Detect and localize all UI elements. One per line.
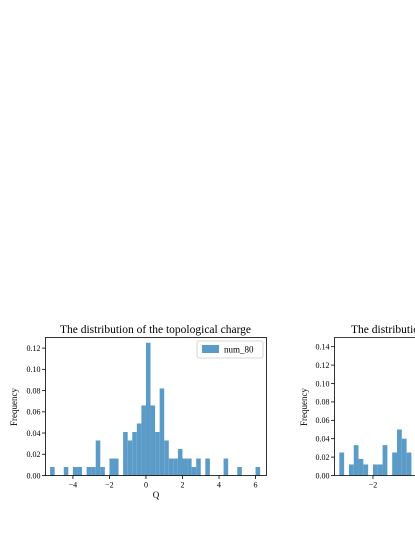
histogram-bar bbox=[50, 467, 55, 476]
chart2-x-ticks: −2 bbox=[369, 475, 378, 490]
chart1-bars bbox=[50, 342, 261, 476]
y-tick-label: 0.12 bbox=[27, 344, 41, 353]
y-tick-label: 0.10 bbox=[316, 379, 330, 388]
legend-swatch-num_80 bbox=[202, 345, 219, 353]
histogram-bar bbox=[159, 388, 165, 476]
chart-distribution-cropped: The distributio −2 0.000.020.040.060.080… bbox=[299, 324, 415, 490]
chart2-y-axis-label: Frequency bbox=[299, 388, 309, 426]
histogram-bar bbox=[255, 467, 261, 476]
legend-label-num_80: num_80 bbox=[224, 345, 254, 355]
histogram-bar bbox=[196, 458, 201, 476]
histogram-bar bbox=[348, 464, 354, 476]
y-tick-label: 0.02 bbox=[316, 453, 330, 462]
histogram-bar bbox=[77, 467, 83, 476]
x-tick-label: 0 bbox=[144, 481, 148, 490]
x-tick-label: 6 bbox=[254, 481, 258, 490]
histogram-bar bbox=[191, 467, 197, 476]
chart-topological-charge: The distribution of the topological char… bbox=[9, 324, 267, 500]
histogram-bar bbox=[132, 431, 137, 476]
chart2-title: The distributio bbox=[351, 324, 415, 336]
histogram-bar bbox=[173, 458, 178, 476]
y-tick-label: 0.08 bbox=[27, 386, 41, 395]
y-tick-label: 0.06 bbox=[316, 416, 330, 425]
histogram-bar bbox=[187, 458, 192, 476]
histogram-bar bbox=[168, 458, 174, 476]
x-tick-label: 4 bbox=[217, 481, 221, 490]
histogram-bar bbox=[145, 342, 151, 476]
histogram-bar bbox=[95, 440, 101, 476]
histogram-bar bbox=[141, 405, 146, 476]
y-tick-label: 0.04 bbox=[27, 429, 41, 438]
histogram-bar bbox=[155, 431, 160, 476]
histogram-bar bbox=[382, 445, 388, 476]
histogram-bar bbox=[397, 429, 402, 476]
histogram-bar bbox=[86, 467, 92, 476]
histogram-bar bbox=[406, 452, 412, 476]
histogram-bar bbox=[63, 467, 69, 476]
histogram-bar bbox=[123, 431, 128, 476]
y-tick-label: 0.10 bbox=[27, 365, 41, 374]
x-tick-label: 2 bbox=[180, 481, 184, 490]
chart1-y-axis-label: Frequency bbox=[9, 388, 19, 426]
y-tick-label: 0.12 bbox=[316, 361, 330, 370]
histogram-bar bbox=[223, 458, 229, 476]
chart1-title: The distribution of the topological char… bbox=[60, 324, 251, 336]
y-tick-label: 0.00 bbox=[316, 471, 330, 480]
histogram-bar bbox=[91, 467, 96, 476]
chart1-y-ticks: 0.00 0.02 0.04 0.06 0.08 0.10 0.12 bbox=[27, 344, 46, 480]
histogram-bar bbox=[358, 458, 364, 476]
chart1-legend: num_80 bbox=[196, 340, 264, 359]
histogram-bar bbox=[353, 445, 359, 476]
y-tick-label: 0.02 bbox=[27, 450, 41, 459]
x-tick-label: −4 bbox=[69, 481, 78, 490]
histogram-bar bbox=[150, 405, 156, 476]
y-tick-label: 0.14 bbox=[316, 343, 330, 352]
histogram-bar bbox=[237, 467, 242, 476]
histogram-bar bbox=[372, 464, 378, 476]
y-tick-label: 0.06 bbox=[27, 408, 41, 417]
histogram-bar bbox=[177, 448, 183, 476]
chart2-y-ticks: 0.00 0.02 0.04 0.06 0.08 0.10 0.12 0.14 bbox=[316, 343, 335, 480]
histogram-bar bbox=[182, 458, 188, 476]
x-tick-label: −2 bbox=[105, 481, 114, 490]
chart1-x-axis-label: Q bbox=[153, 490, 160, 500]
histogram-bar bbox=[339, 452, 345, 476]
histogram-bar bbox=[164, 440, 169, 476]
chart1-axes-frame bbox=[45, 337, 267, 476]
chart2-bars bbox=[339, 429, 412, 476]
histogram-bar bbox=[113, 458, 119, 476]
histogram-bar bbox=[392, 452, 397, 476]
histogram-bar bbox=[136, 423, 142, 476]
chart1-x-ticks: −4 −2 0 2 4 6 bbox=[69, 475, 258, 490]
histogram-bar bbox=[401, 438, 407, 476]
histogram-bar bbox=[377, 464, 383, 476]
y-tick-label: 0.04 bbox=[316, 435, 330, 444]
chart2-axes-frame bbox=[334, 337, 415, 476]
histogram-bar bbox=[109, 458, 114, 476]
y-tick-label: 0.08 bbox=[316, 398, 330, 407]
y-tick-label: 0.00 bbox=[27, 471, 41, 480]
histogram-bar bbox=[72, 467, 78, 476]
histogram-bar bbox=[100, 467, 105, 476]
histogram-bar bbox=[205, 458, 210, 476]
histogram-bar bbox=[127, 440, 133, 476]
histogram-bar bbox=[363, 464, 369, 476]
x-tick-label: −2 bbox=[369, 481, 378, 490]
